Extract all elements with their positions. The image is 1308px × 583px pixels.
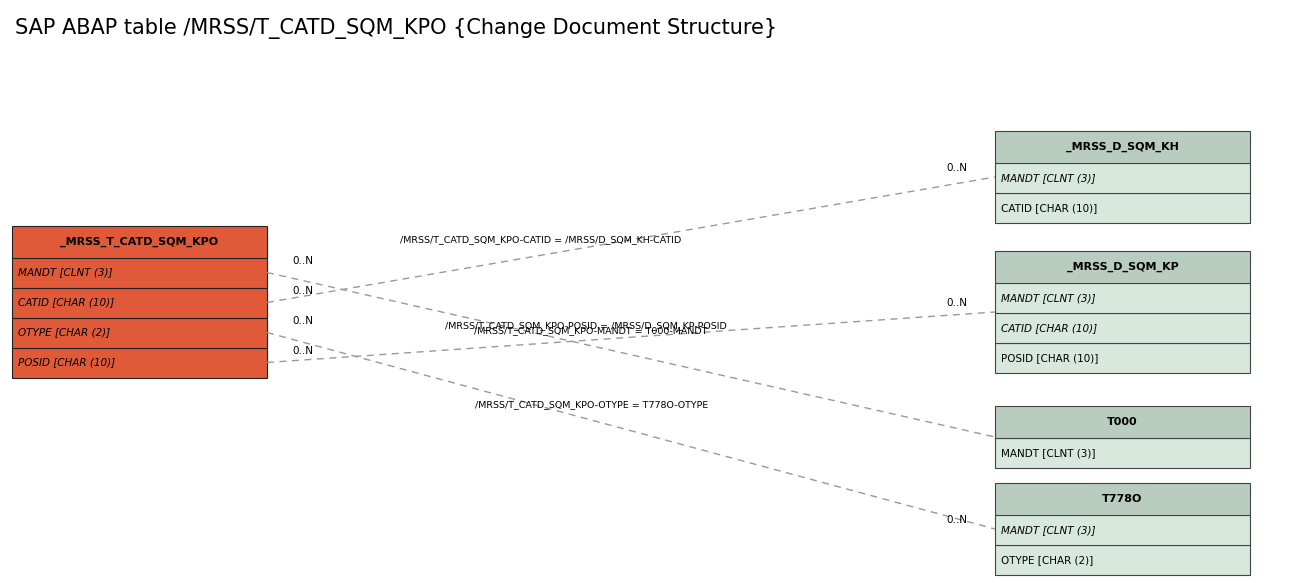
Text: POSID [CHAR (10)]: POSID [CHAR (10)] [1001, 353, 1099, 363]
Text: /MRSS/T_CATD_SQM_KPO-MANDT = T000-MANDT: /MRSS/T_CATD_SQM_KPO-MANDT = T000-MANDT [473, 326, 708, 335]
FancyBboxPatch shape [12, 318, 267, 347]
Text: /MRSS/T_CATD_SQM_KPO-POSID = /MRSS/D_SQM_KP-POSID: /MRSS/T_CATD_SQM_KPO-POSID = /MRSS/D_SQM… [446, 321, 727, 330]
FancyBboxPatch shape [995, 545, 1250, 575]
Text: 0..N: 0..N [946, 515, 967, 525]
Text: T000: T000 [1107, 417, 1138, 427]
FancyBboxPatch shape [12, 347, 267, 378]
FancyBboxPatch shape [995, 251, 1250, 283]
Text: 0..N: 0..N [292, 317, 313, 326]
FancyBboxPatch shape [995, 343, 1250, 373]
FancyBboxPatch shape [995, 163, 1250, 193]
FancyBboxPatch shape [12, 287, 267, 318]
FancyBboxPatch shape [995, 313, 1250, 343]
Text: CATID [CHAR (10)]: CATID [CHAR (10)] [1001, 203, 1097, 213]
FancyBboxPatch shape [995, 406, 1250, 438]
Text: _MRSS_D_SQM_KP: _MRSS_D_SQM_KP [1066, 262, 1179, 272]
Text: CATID [CHAR (10)]: CATID [CHAR (10)] [18, 297, 114, 307]
FancyBboxPatch shape [995, 438, 1250, 468]
FancyBboxPatch shape [12, 258, 267, 287]
FancyBboxPatch shape [12, 226, 267, 258]
Text: _MRSS_D_SQM_KH: _MRSS_D_SQM_KH [1066, 142, 1179, 152]
Text: SAP ABAP table /MRSS/T_CATD_SQM_KPO {Change Document Structure}: SAP ABAP table /MRSS/T_CATD_SQM_KPO {Cha… [14, 18, 777, 39]
Text: MANDT [CLNT (3)]: MANDT [CLNT (3)] [18, 268, 112, 278]
Text: T778O: T778O [1103, 494, 1143, 504]
Text: 0..N: 0..N [292, 286, 313, 297]
Text: POSID [CHAR (10)]: POSID [CHAR (10)] [18, 357, 115, 367]
Text: MANDT [CLNT (3)]: MANDT [CLNT (3)] [1001, 173, 1096, 183]
FancyBboxPatch shape [995, 131, 1250, 163]
FancyBboxPatch shape [995, 283, 1250, 313]
Text: /MRSS/T_CATD_SQM_KPO-OTYPE = T778O-OTYPE: /MRSS/T_CATD_SQM_KPO-OTYPE = T778O-OTYPE [475, 400, 708, 409]
FancyBboxPatch shape [995, 515, 1250, 545]
Text: 0..N: 0..N [292, 346, 313, 356]
Text: 0..N: 0..N [946, 163, 967, 173]
FancyBboxPatch shape [995, 483, 1250, 515]
Text: MANDT [CLNT (3)]: MANDT [CLNT (3)] [1001, 448, 1096, 458]
Text: MANDT [CLNT (3)]: MANDT [CLNT (3)] [1001, 293, 1096, 303]
Text: OTYPE [CHAR (2)]: OTYPE [CHAR (2)] [1001, 555, 1093, 565]
Text: _MRSS_T_CATD_SQM_KPO: _MRSS_T_CATD_SQM_KPO [60, 236, 218, 247]
Text: 0..N: 0..N [946, 298, 967, 308]
Text: CATID [CHAR (10)]: CATID [CHAR (10)] [1001, 323, 1097, 333]
Text: MANDT [CLNT (3)]: MANDT [CLNT (3)] [1001, 525, 1096, 535]
Text: /MRSS/T_CATD_SQM_KPO-CATID = /MRSS/D_SQM_KH-CATID: /MRSS/T_CATD_SQM_KPO-CATID = /MRSS/D_SQM… [400, 236, 681, 244]
Text: 0..N: 0..N [292, 257, 313, 266]
Text: OTYPE [CHAR (2)]: OTYPE [CHAR (2)] [18, 328, 110, 338]
FancyBboxPatch shape [995, 193, 1250, 223]
